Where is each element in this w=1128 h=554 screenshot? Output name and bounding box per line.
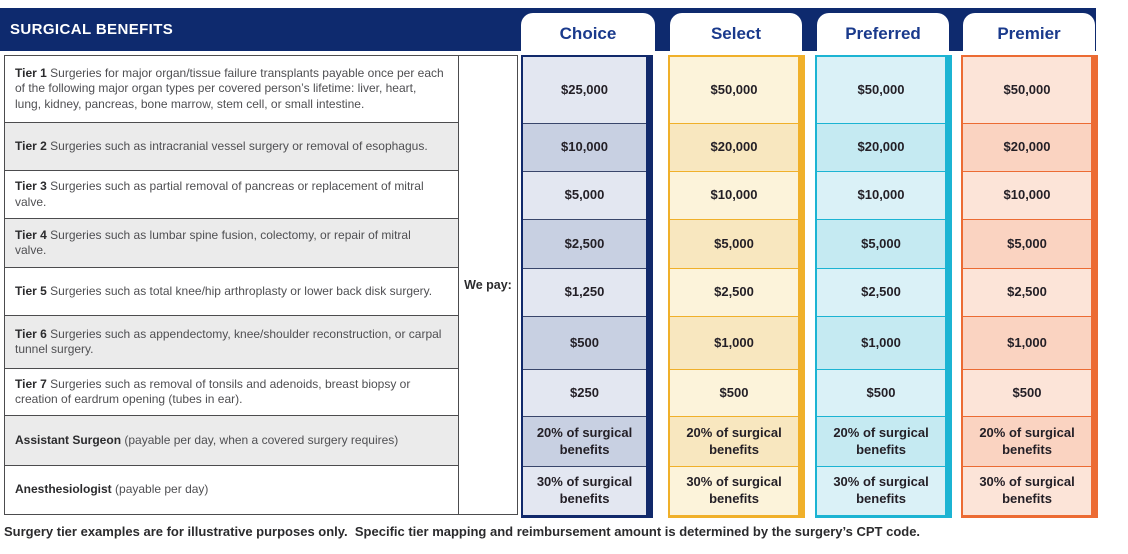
premier-tier-2-value: $20,000 [963,124,1091,172]
premier-tier-7-value: $500 [963,370,1091,417]
tier-7-label: Tier 7 [15,376,47,391]
plan-tab-select: Select [670,13,802,55]
anesthesiologist-label: Anesthesiologist [15,482,112,497]
select-tier-7-value: $500 [670,370,798,417]
preferred-tier-4-value: $5,000 [817,220,945,269]
plan-column-select: $50,000 $20,000 $10,000 $5,000 $2,500 $1… [668,55,805,518]
benefit-description-table: Tier 1 Surgeries for major organ/tissue … [4,55,518,515]
premier-tier-6-value: $1,000 [963,317,1091,370]
tier-5-row: Tier 5 Surgeries such as total knee/hip … [5,268,458,316]
select-tier-5-value: $2,500 [670,269,798,317]
plan-column-premier: $50,000 $20,000 $10,000 $5,000 $2,500 $1… [961,55,1098,518]
plan-tab-preferred-label: Preferred [845,24,921,43]
tier-4-row: Tier 4 Surgeries such as lumbar spine fu… [5,219,458,268]
preferred-assistant-surgeon-value: 20% of surgical benefits [817,417,945,467]
tier-5-label: Tier 5 [15,283,47,298]
tier-7-description: Surgeries such as removal of tonsils and… [15,376,411,406]
tier-3-label: Tier 3 [15,179,47,194]
select-anesthesiologist-value: 30% of surgical benefits [670,467,798,515]
premier-assistant-surgeon-value: 20% of surgical benefits [963,417,1091,467]
premier-tier-3-value: $10,000 [963,172,1091,220]
preferred-tier-7-value: $500 [817,370,945,417]
preferred-tier-6-value: $1,000 [817,317,945,370]
assistant-surgeon-row: Assistant Surgeon (payable per day, when… [5,416,458,466]
select-tier-1-value: $50,000 [670,57,798,124]
tier-7-row: Tier 7 Surgeries such as removal of tons… [5,369,458,416]
tier-1-label: Tier 1 [15,65,47,80]
tier-3-description: Surgeries such as partial removal of pan… [15,179,424,209]
choice-tier-1-value: $25,000 [523,57,646,124]
choice-tier-4-value: $2,500 [523,220,646,269]
select-tier-6-value: $1,000 [670,317,798,370]
plan-tab-select-label: Select [710,24,762,43]
select-tier-3-value: $10,000 [670,172,798,220]
we-pay-label: We pay: [464,278,512,292]
plan-tab-premier: Premier [963,13,1095,55]
tier-4-description: Surgeries such as lumbar spine fusion, c… [15,227,411,257]
plan-column-preferred: $50,000 $20,000 $10,000 $5,000 $2,500 $1… [815,55,952,518]
anesthesiologist-row: Anesthesiologist (payable per day) [5,466,458,514]
plan-tab-preferred: Preferred [817,13,949,55]
preferred-anesthesiologist-value: 30% of surgical benefits [817,467,945,515]
tier-1-row: Tier 1 Surgeries for major organ/tissue … [5,56,458,123]
preferred-tier-2-value: $20,000 [817,124,945,172]
select-tier-4-value: $5,000 [670,220,798,269]
anesthesiologist-description: (payable per day) [111,482,209,497]
tier-5-description: Surgeries such as total knee/hip arthrop… [46,283,433,298]
assistant-surgeon-description: (payable per day, when a covered surgery… [121,432,399,447]
we-pay-column: We pay: [458,56,517,514]
section-title: SURGICAL BENEFITS [10,21,174,38]
tier-6-description: Surgeries such as appendectomy, knee/sho… [15,326,442,356]
tier-6-label: Tier 6 [15,326,47,341]
select-tier-2-value: $20,000 [670,124,798,172]
preferred-tier-3-value: $10,000 [817,172,945,220]
tier-2-label: Tier 2 [15,138,47,153]
tier-4-label: Tier 4 [15,227,47,242]
choice-tier-3-value: $5,000 [523,172,646,220]
tier-3-row: Tier 3 Surgeries such as partial removal… [5,171,458,219]
choice-anesthesiologist-value: 30% of surgical benefits [523,467,646,515]
choice-tier-7-value: $250 [523,370,646,417]
preferred-tier-1-value: $50,000 [817,57,945,124]
tier-1-description: Surgeries for major organ/tissue failure… [15,65,444,111]
footnote-text: Surgery tier examples are for illustrati… [4,524,921,539]
assistant-surgeon-label: Assistant Surgeon [15,432,122,447]
tier-2-description: Surgeries such as intracranial vessel su… [46,138,428,153]
choice-assistant-surgeon-value: 20% of surgical benefits [523,417,646,467]
choice-tier-5-value: $1,250 [523,269,646,317]
preferred-tier-5-value: $2,500 [817,269,945,317]
plan-column-choice: $25,000 $10,000 $5,000 $2,500 $1,250 $50… [521,55,653,518]
choice-tier-6-value: $500 [523,317,646,370]
choice-tier-2-value: $10,000 [523,124,646,172]
premier-tier-5-value: $2,500 [963,269,1091,317]
select-assistant-surgeon-value: 20% of surgical benefits [670,417,798,467]
benefit-description-rows: Tier 1 Surgeries for major organ/tissue … [5,56,458,514]
plan-tab-premier-label: Premier [997,24,1061,43]
plan-tab-choice-label: Choice [559,24,617,43]
premier-anesthesiologist-value: 30% of surgical benefits [963,467,1091,515]
tier-6-row: Tier 6 Surgeries such as appendectomy, k… [5,316,458,369]
premier-tier-4-value: $5,000 [963,220,1091,269]
tier-2-row: Tier 2 Surgeries such as intracranial ve… [5,123,458,171]
premier-tier-1-value: $50,000 [963,57,1091,124]
plan-tab-choice: Choice [521,13,655,55]
